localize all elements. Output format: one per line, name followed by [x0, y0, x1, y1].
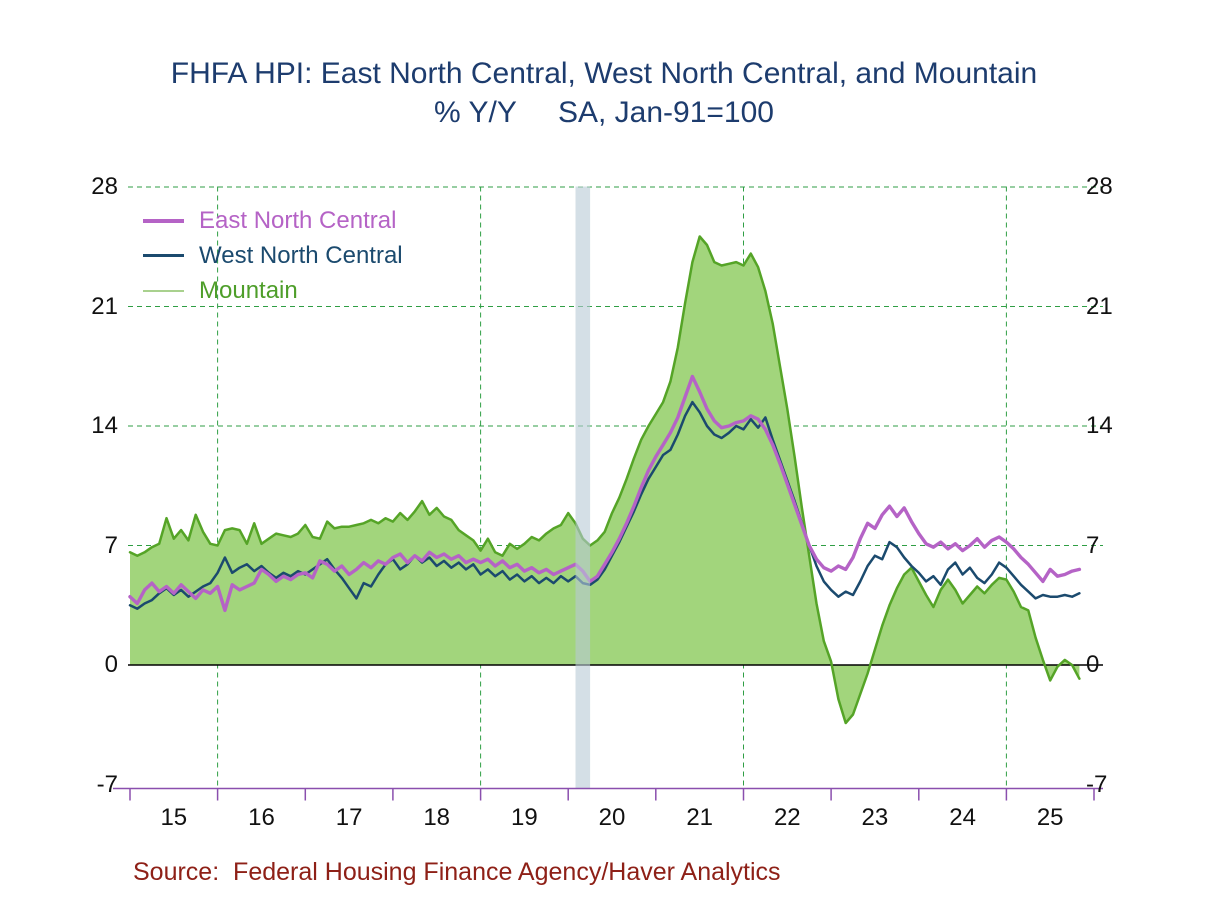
legend: East North Central West North Central Mo… — [143, 203, 403, 308]
x-axis-label: 20 — [598, 804, 626, 831]
x-axis-label: 16 — [248, 804, 275, 831]
series-line-mountain — [128, 235, 1081, 725]
legend-item-east-north-central: East North Central — [143, 203, 403, 238]
legend-swatch-mountain-icon — [143, 289, 184, 292]
legend-item-mountain: Mountain — [143, 273, 403, 308]
y-axis-label-left: 7 — [104, 531, 118, 559]
y-axis-label-left: 14 — [91, 412, 118, 439]
page-subtitle: % Y/Y SA, Jan-91=100 — [434, 96, 774, 129]
y-axis-label-right: 21 — [1086, 292, 1113, 320]
series-line-west-north-central — [128, 400, 1081, 610]
legend-label-west-north-central: West North Central — [199, 241, 403, 269]
y-axis-label-right: 0 — [1086, 651, 1100, 678]
x-axis-label: 18 — [423, 804, 451, 831]
x-axis-label: 19 — [511, 804, 538, 831]
legend-swatch-west-north-central-icon — [143, 254, 184, 257]
y-axis-label-right: 7 — [1086, 531, 1100, 559]
y-axis-label-left: 0 — [104, 651, 118, 678]
x-axis-label: 23 — [861, 804, 889, 831]
legend-item-west-north-central: West North Central — [143, 238, 403, 273]
data-series — [128, 235, 1103, 725]
overlays — [113, 186, 1103, 801]
recession-band — [575, 186, 591, 789]
y-axis-label-left: 21 — [91, 292, 118, 320]
x-axis-label: 21 — [686, 804, 714, 831]
x-axis-label: 22 — [773, 804, 801, 831]
y-axis-label-right: 14 — [1086, 412, 1113, 439]
y-axis-label-right: 28 — [1086, 173, 1113, 200]
x-axis-label: 25 — [1036, 804, 1064, 831]
x-axis-label: 24 — [949, 804, 976, 831]
legend-label-east-north-central: East North Central — [199, 206, 397, 234]
page-title: FHFA HPI: East North Central, West North… — [170, 57, 1038, 90]
source-note: Source: Federal Housing Finance Agency/H… — [133, 858, 781, 886]
y-axis-label-right: -7 — [1086, 770, 1108, 798]
legend-swatch-east-north-central-icon — [143, 218, 184, 223]
legend-label-mountain: Mountain — [199, 276, 298, 304]
y-axis-label-left: -7 — [96, 770, 118, 798]
x-axis-label: 17 — [335, 804, 363, 831]
y-axis-label-left: 28 — [91, 173, 118, 200]
series-line-east-north-central — [128, 374, 1082, 613]
x-axis-label: 15 — [160, 804, 188, 831]
mountain-area-fill — [130, 236, 1080, 723]
